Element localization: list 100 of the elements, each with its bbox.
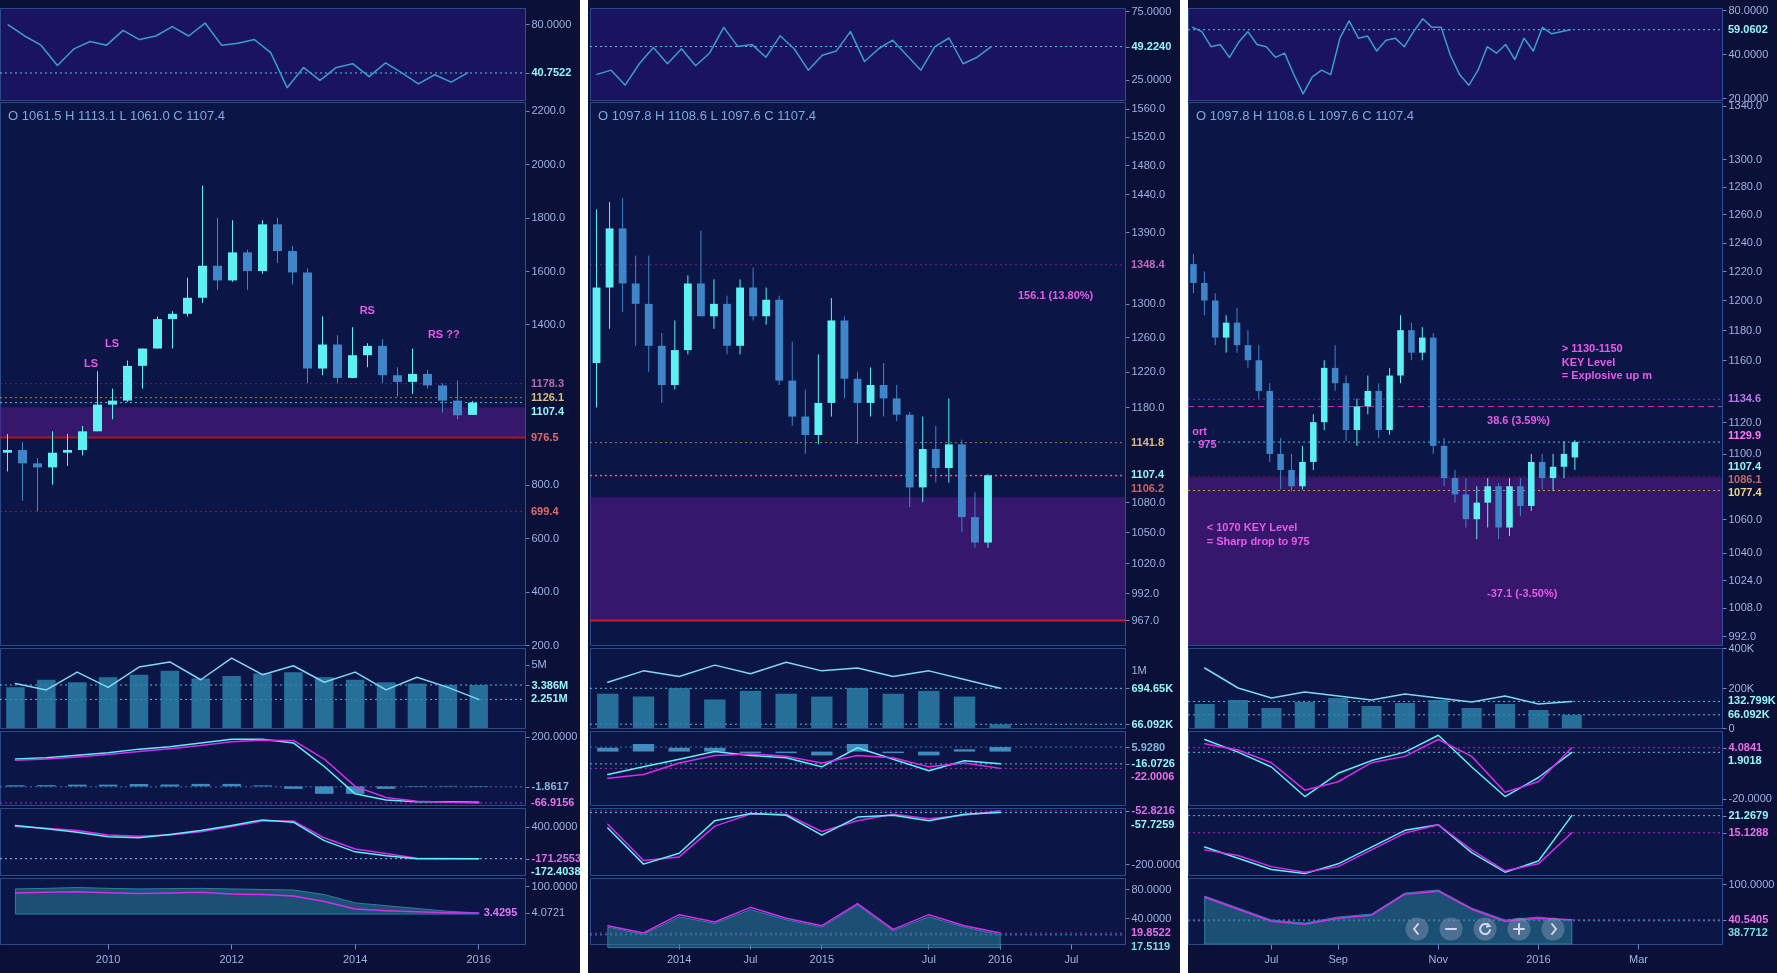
ref-line-label: 1107.4: [531, 404, 565, 417]
y-tick-label: 1480.0: [1131, 158, 1166, 171]
ref-line-label: 1129.9: [1728, 428, 1762, 441]
y-tick-label: 400.0000: [531, 820, 578, 833]
y-tick-label: 5M: [531, 658, 547, 671]
y-tick-label: -200.0000: [1131, 857, 1182, 870]
y-tick-label: 1180.0: [1131, 400, 1165, 413]
x-tick-label: Mar: [1629, 952, 1649, 965]
y-tick-label: 1440.0: [1131, 187, 1166, 200]
annotation: > 1130-1150: [1561, 342, 1623, 355]
x-tick-label: Sep: [1328, 952, 1348, 965]
y-tick-label: 49.2240: [1131, 40, 1172, 53]
ref-line-label: 19.8522: [1131, 926, 1171, 939]
y-tick-label: 100.0000: [1728, 877, 1775, 890]
ref-line-label: -22.0006: [1131, 770, 1175, 783]
annotation: RS ??: [427, 328, 460, 341]
y-tick-label: 1560.0: [1131, 102, 1166, 115]
y-tick-label: 1520.0: [1131, 130, 1166, 143]
y-tick-label: 75.0000: [1131, 4, 1172, 17]
annotation: KEY Level: [1561, 355, 1616, 368]
y-tick-label: 3.386M: [531, 678, 569, 691]
ref-line-label: -172.4038: [531, 864, 581, 877]
ref-line-label: 2.251M: [531, 692, 568, 705]
annotation: 975: [1198, 438, 1217, 451]
y-tick-label: 1260.0: [1728, 207, 1763, 220]
y-tick-label: -16.0726: [1131, 757, 1175, 770]
annotation: 156.1 (13.80%): [1018, 288, 1094, 301]
y-tick-label: 4.0841: [1728, 741, 1763, 754]
x-tick-label: Jul: [743, 952, 758, 965]
x-tick-label: Nov: [1428, 952, 1449, 965]
y-tick-label: 1050.0: [1131, 525, 1166, 538]
y-tick-label: 2200.0: [531, 104, 566, 117]
y-tick-label: 2000.0: [531, 157, 566, 170]
y-tick-label: 1160.0: [1728, 353, 1762, 366]
x-tick-label: 2014: [342, 952, 368, 965]
y-tick-label: 80.0000: [531, 17, 572, 30]
ref-line-label: 1107.4: [1728, 460, 1762, 473]
y-tick-label: 1200.0: [1728, 293, 1763, 306]
text: O 1061.5 H 1113.1 L 1061.0 C 1107.4: [8, 108, 226, 123]
x-tick-label: 2016: [466, 952, 491, 965]
y-tick-label: 1020.0: [1131, 556, 1166, 569]
y-tick-label: 1240.0: [1728, 236, 1763, 249]
y-tick-label: 25.0000: [1131, 73, 1172, 86]
y-tick-label: -52.8216: [1131, 804, 1175, 817]
y-tick-label: 21.2679: [1728, 809, 1769, 822]
x-tick-label: 2010: [95, 952, 121, 965]
x-tick-label: 2015: [809, 952, 835, 965]
y-tick-label: 1008.0: [1728, 601, 1763, 614]
ref-line-label: 1348.4: [1131, 257, 1166, 270]
ref-line-label: 699.4: [531, 504, 560, 517]
y-tick-label: 1800.0: [531, 211, 566, 224]
y-tick-label: 1390.0: [1131, 225, 1166, 238]
annotation: = Explosive up m: [1561, 369, 1653, 382]
ref-line-label: 976.5: [531, 430, 559, 443]
x-tick-label: 2016: [1526, 952, 1551, 965]
y-tick-label: -1.8617: [531, 780, 569, 793]
y-tick-label: 40.0000: [1728, 47, 1769, 60]
y-tick-label: 1060.0: [1728, 512, 1763, 525]
ref-line-label: 59.0602: [1728, 22, 1768, 35]
y-tick-label: 200.0000: [531, 730, 578, 743]
x-tick-label: 2016: [987, 952, 1013, 965]
y-tick-label: 967.0: [1131, 613, 1160, 626]
annotation: = Sharp drop to 975: [1206, 534, 1310, 547]
y-tick-label: 200.0: [531, 638, 560, 651]
y-tick-label: 1280.0: [1728, 180, 1763, 193]
y-tick-label: 40.5405: [1728, 913, 1769, 926]
y-tick-label: 1180.0: [1728, 323, 1762, 336]
y-tick-label: 1220.0: [1728, 264, 1763, 277]
y-tick-label: 80.0000: [1131, 882, 1172, 895]
annotation: LS: [84, 356, 99, 369]
ref-line-label: 1178.3: [531, 376, 565, 389]
y-tick-label: 800.0: [531, 478, 560, 491]
annotation: RS: [359, 303, 375, 316]
y-tick-label: -20.0000: [1728, 792, 1772, 805]
ref-line-label: 132.799K: [1728, 694, 1776, 707]
y-tick-label: 1080.0: [1131, 495, 1166, 508]
x-tick-label: Jul: [921, 952, 936, 965]
y-tick-label: 1600.0: [531, 264, 566, 277]
ref-line-label: 38.7712: [1728, 925, 1768, 938]
y-tick-label: 100.0000: [531, 879, 578, 892]
text: O 1097.8 H 1108.6 L 1097.6 C 1107.4: [1196, 108, 1415, 123]
ref-line-label: 1141.8: [1131, 435, 1165, 448]
y-tick-label: 66.092K: [1131, 717, 1174, 730]
y-tick-label: 1260.0: [1131, 330, 1166, 343]
y-tick-label: 1040.0: [1728, 546, 1763, 559]
y-tick-label: 15.1288: [1728, 826, 1769, 839]
y-tick-label: 40.7522: [531, 66, 572, 79]
data-label: 3.4295: [483, 906, 518, 919]
y-tick-label: 1400.0: [531, 317, 566, 330]
annotation: < 1070 KEY Level: [1206, 521, 1298, 534]
y-tick-label: -171.2553: [531, 852, 582, 865]
ref-line-label: -57.7259: [1131, 817, 1175, 830]
y-tick-label: 200K: [1728, 681, 1755, 694]
y-tick-label: 1120.0: [1728, 415, 1762, 428]
y-tick-label: 1300.0: [1131, 297, 1166, 310]
text: 1M: [1131, 663, 1147, 676]
ref-line-label: 1134.6: [1728, 392, 1762, 405]
x-tick-label: Jul: [1064, 952, 1079, 965]
ref-line-label: 1.9018: [1728, 754, 1762, 767]
ref-line-label: 1107.4: [1131, 468, 1165, 481]
